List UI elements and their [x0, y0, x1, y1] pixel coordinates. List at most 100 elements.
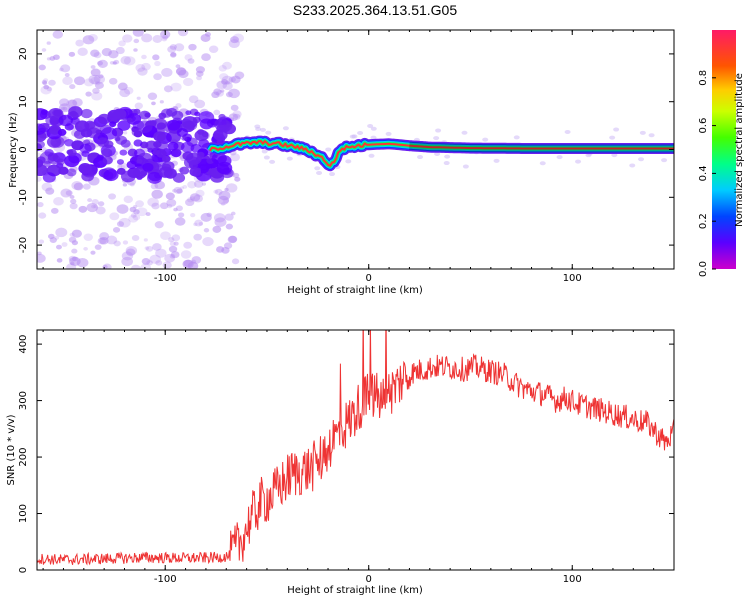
spectral-blob-strong — [37, 156, 46, 164]
spectral-blob — [71, 229, 82, 238]
spectral-blob-strong — [156, 122, 166, 130]
spectral-blob — [108, 77, 118, 85]
spectral-blob — [97, 201, 105, 207]
spectral-blob — [174, 217, 186, 226]
spectral-blob — [71, 248, 78, 254]
spectral-blob — [149, 254, 161, 264]
spectral-blob-faint — [282, 126, 289, 131]
spectral-blob-strong — [219, 124, 230, 133]
spectral-blob — [170, 251, 180, 259]
spectral-blob — [182, 77, 194, 87]
ytick-label: 200 — [18, 448, 29, 467]
spectral-blob — [216, 80, 228, 90]
spectral-blob — [178, 69, 189, 79]
spectral-blob — [167, 204, 173, 209]
spectral-blob — [75, 39, 84, 47]
spectral-blob — [132, 30, 144, 37]
spectral-blob — [213, 189, 219, 194]
spectral-blob-strong — [145, 140, 158, 151]
spectral-blob-faint — [513, 135, 520, 140]
spectral-blob — [130, 213, 137, 218]
spectral-blob — [175, 103, 182, 109]
spectral-blob — [67, 99, 78, 107]
spectral-blob — [123, 56, 136, 66]
spectral-blob — [188, 95, 199, 104]
spectral-blob — [161, 67, 173, 77]
spectral-blob — [46, 86, 53, 92]
spectral-blob-faint — [556, 155, 563, 160]
spectral-blob — [166, 198, 177, 207]
spectral-blob-strong — [43, 160, 51, 167]
ytick-label: 20 — [18, 48, 29, 61]
spectral-blob-strong — [196, 151, 205, 158]
spectral-blob-strong — [181, 135, 188, 141]
spectral-blob — [49, 237, 57, 243]
xtick-label: 0 — [366, 574, 372, 585]
spectral-blob — [159, 100, 164, 104]
spectral-blob — [168, 237, 175, 243]
spectral-blob-strong — [64, 138, 74, 147]
spectral-blob — [165, 192, 175, 200]
spectral-blob-strong — [142, 162, 154, 172]
colorbar-tick-label: 0.4 — [698, 165, 709, 181]
spectral-blob — [88, 33, 98, 42]
spectral-blob — [88, 74, 101, 85]
spectral-blob — [118, 40, 126, 47]
spectral-blob-strong — [153, 131, 167, 142]
spectral-blob — [48, 79, 56, 86]
spectral-blob — [43, 84, 50, 90]
spectral-blob — [59, 98, 70, 107]
spectral-blob-faint — [638, 157, 645, 162]
spectral-blob — [228, 39, 240, 49]
spectral-blob — [227, 235, 237, 244]
spectral-blob-strong — [126, 117, 133, 123]
spectral-blob — [187, 181, 197, 189]
spectral-blob — [145, 212, 151, 217]
spectrogram-ridge — [205, 135, 674, 172]
spectral-blob — [193, 222, 198, 227]
spectral-blob — [131, 234, 140, 242]
spectral-blob — [61, 242, 68, 247]
spectral-blob-faint — [259, 127, 266, 132]
spectral-blob-strong — [42, 172, 56, 183]
spectral-blob-strong — [119, 149, 128, 156]
spectral-blob — [172, 188, 177, 193]
spectral-blob-faint — [417, 155, 424, 160]
spectral-blob-strong — [194, 111, 201, 117]
spectral-blob-strong — [87, 171, 95, 177]
spectral-blob — [117, 82, 128, 91]
ytick-label: -10 — [18, 189, 29, 205]
spectral-blob — [225, 183, 238, 193]
spectral-blob — [109, 212, 120, 221]
spectral-blob — [65, 190, 73, 196]
spectral-blob-strong — [133, 139, 143, 147]
spectral-blob — [119, 88, 131, 98]
spectral-blob — [218, 190, 231, 201]
spectral-blob — [211, 91, 220, 99]
xtick-label: -100 — [154, 273, 177, 284]
spectral-blob — [38, 212, 47, 219]
spectral-blob — [141, 54, 147, 60]
spectral-blob — [70, 198, 77, 204]
spectral-blob — [38, 64, 46, 71]
spectral-blob-strong — [126, 160, 137, 170]
spectral-blob — [201, 53, 211, 61]
spectral-blob-strong — [131, 127, 143, 137]
spectral-blob — [194, 99, 206, 109]
spectral-blob — [83, 247, 88, 251]
spectral-blob-strong — [170, 148, 182, 158]
spectral-blob — [230, 36, 239, 44]
spectral-blob — [184, 54, 193, 61]
spectral-blob — [69, 195, 75, 199]
spectral-blob — [121, 251, 134, 261]
spectral-blob — [208, 45, 219, 53]
spectral-blob-strong — [140, 170, 148, 177]
spectral-blob — [219, 73, 229, 81]
snr-xlabel: Height of straight line (km) — [287, 585, 423, 596]
spectral-blob-strong — [96, 137, 110, 147]
spectral-blob — [200, 212, 212, 222]
spectral-blob — [123, 131, 128, 135]
spectral-blob — [97, 59, 108, 68]
spectral-blob — [74, 76, 86, 86]
spectral-blob-strong — [109, 121, 117, 128]
